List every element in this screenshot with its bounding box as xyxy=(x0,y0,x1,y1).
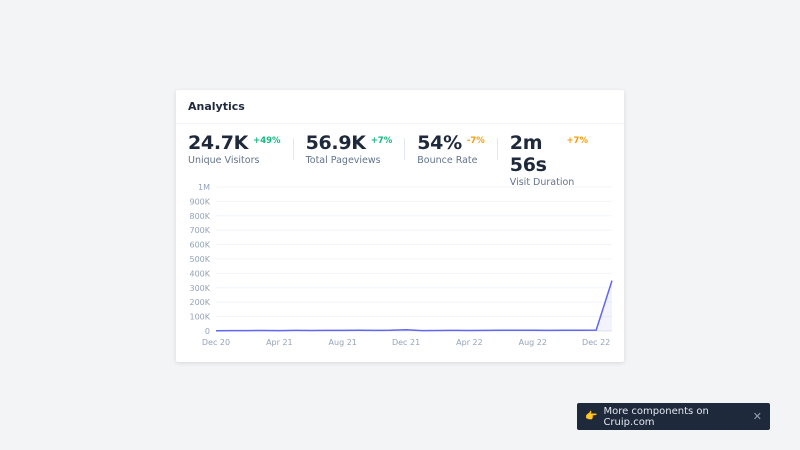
x-tick-label: Dec 22 xyxy=(582,338,610,347)
stat-value: 54% xyxy=(417,132,462,154)
y-tick-label: 200K xyxy=(189,298,210,307)
x-tick-label: Aug 21 xyxy=(329,338,357,347)
series-line xyxy=(215,280,613,332)
y-tick-label: 700K xyxy=(189,226,210,235)
pointing-hand-icon: 👉 xyxy=(585,411,598,422)
x-tick-label: Dec 20 xyxy=(202,338,230,347)
close-icon[interactable]: ✕ xyxy=(752,410,762,423)
x-tick-label: Apr 21 xyxy=(266,338,293,347)
y-tick-label: 0 xyxy=(205,327,210,336)
stat-delta: +7% xyxy=(370,136,393,146)
y-tick-label: 1M xyxy=(198,183,210,192)
stat-value: 56.9K xyxy=(305,132,366,154)
stat-delta: +7% xyxy=(566,136,588,146)
toast-link[interactable]: More components on Cruip.com xyxy=(603,405,709,428)
y-tick-label: 800K xyxy=(189,212,210,221)
stat-delta: -7% xyxy=(466,136,485,146)
stat-value: 2m 56s xyxy=(509,132,547,176)
visitors-chart: 0 100K 200K 300K 400K 500K 600K 700K 800K 900K 1M D… xyxy=(189,183,613,347)
card-title: Analytics xyxy=(176,90,624,124)
x-tick-label: Dec 21 xyxy=(392,338,420,347)
y-tick-label: 600K xyxy=(189,241,210,250)
y-tick-label: 500K xyxy=(189,255,210,264)
promo-toast: 👉 More components on Cruip.com ✕ xyxy=(577,403,770,430)
y-tick-label: 300K xyxy=(189,284,210,293)
stat-label: Total Pageviews xyxy=(305,155,381,166)
y-tick-label: 100K xyxy=(189,313,210,322)
stat-bounce-rate: 54% -7% Bounce Rate xyxy=(417,132,498,166)
x-tick-label: Apr 22 xyxy=(456,338,483,347)
stat-unique-visitors: 24.7K +49% Unique Visitors xyxy=(188,132,294,166)
y-tick-label: 400K xyxy=(189,269,210,278)
stat-label: Unique Visitors xyxy=(188,155,260,166)
stat-value: 24.7K xyxy=(188,132,249,154)
stat-label: Bounce Rate xyxy=(417,155,478,166)
stat-delta: +49% xyxy=(253,136,281,146)
y-tick-label: 900K xyxy=(189,197,210,206)
stats-row: 24.7K +49% Unique Visitors 56.9K +7% Total P… xyxy=(176,124,624,188)
analytics-card: Analytics 24.7K +49% Unique Visitors 56.9K… xyxy=(176,90,624,362)
stat-label: Visit Duration xyxy=(509,177,575,188)
x-tick-label: Aug 22 xyxy=(519,338,547,347)
stat-total-pageviews: 56.9K +7% Total Pageviews xyxy=(306,132,406,166)
stat-visit-duration: 2m 56s +7% Visit Duration xyxy=(510,132,600,188)
